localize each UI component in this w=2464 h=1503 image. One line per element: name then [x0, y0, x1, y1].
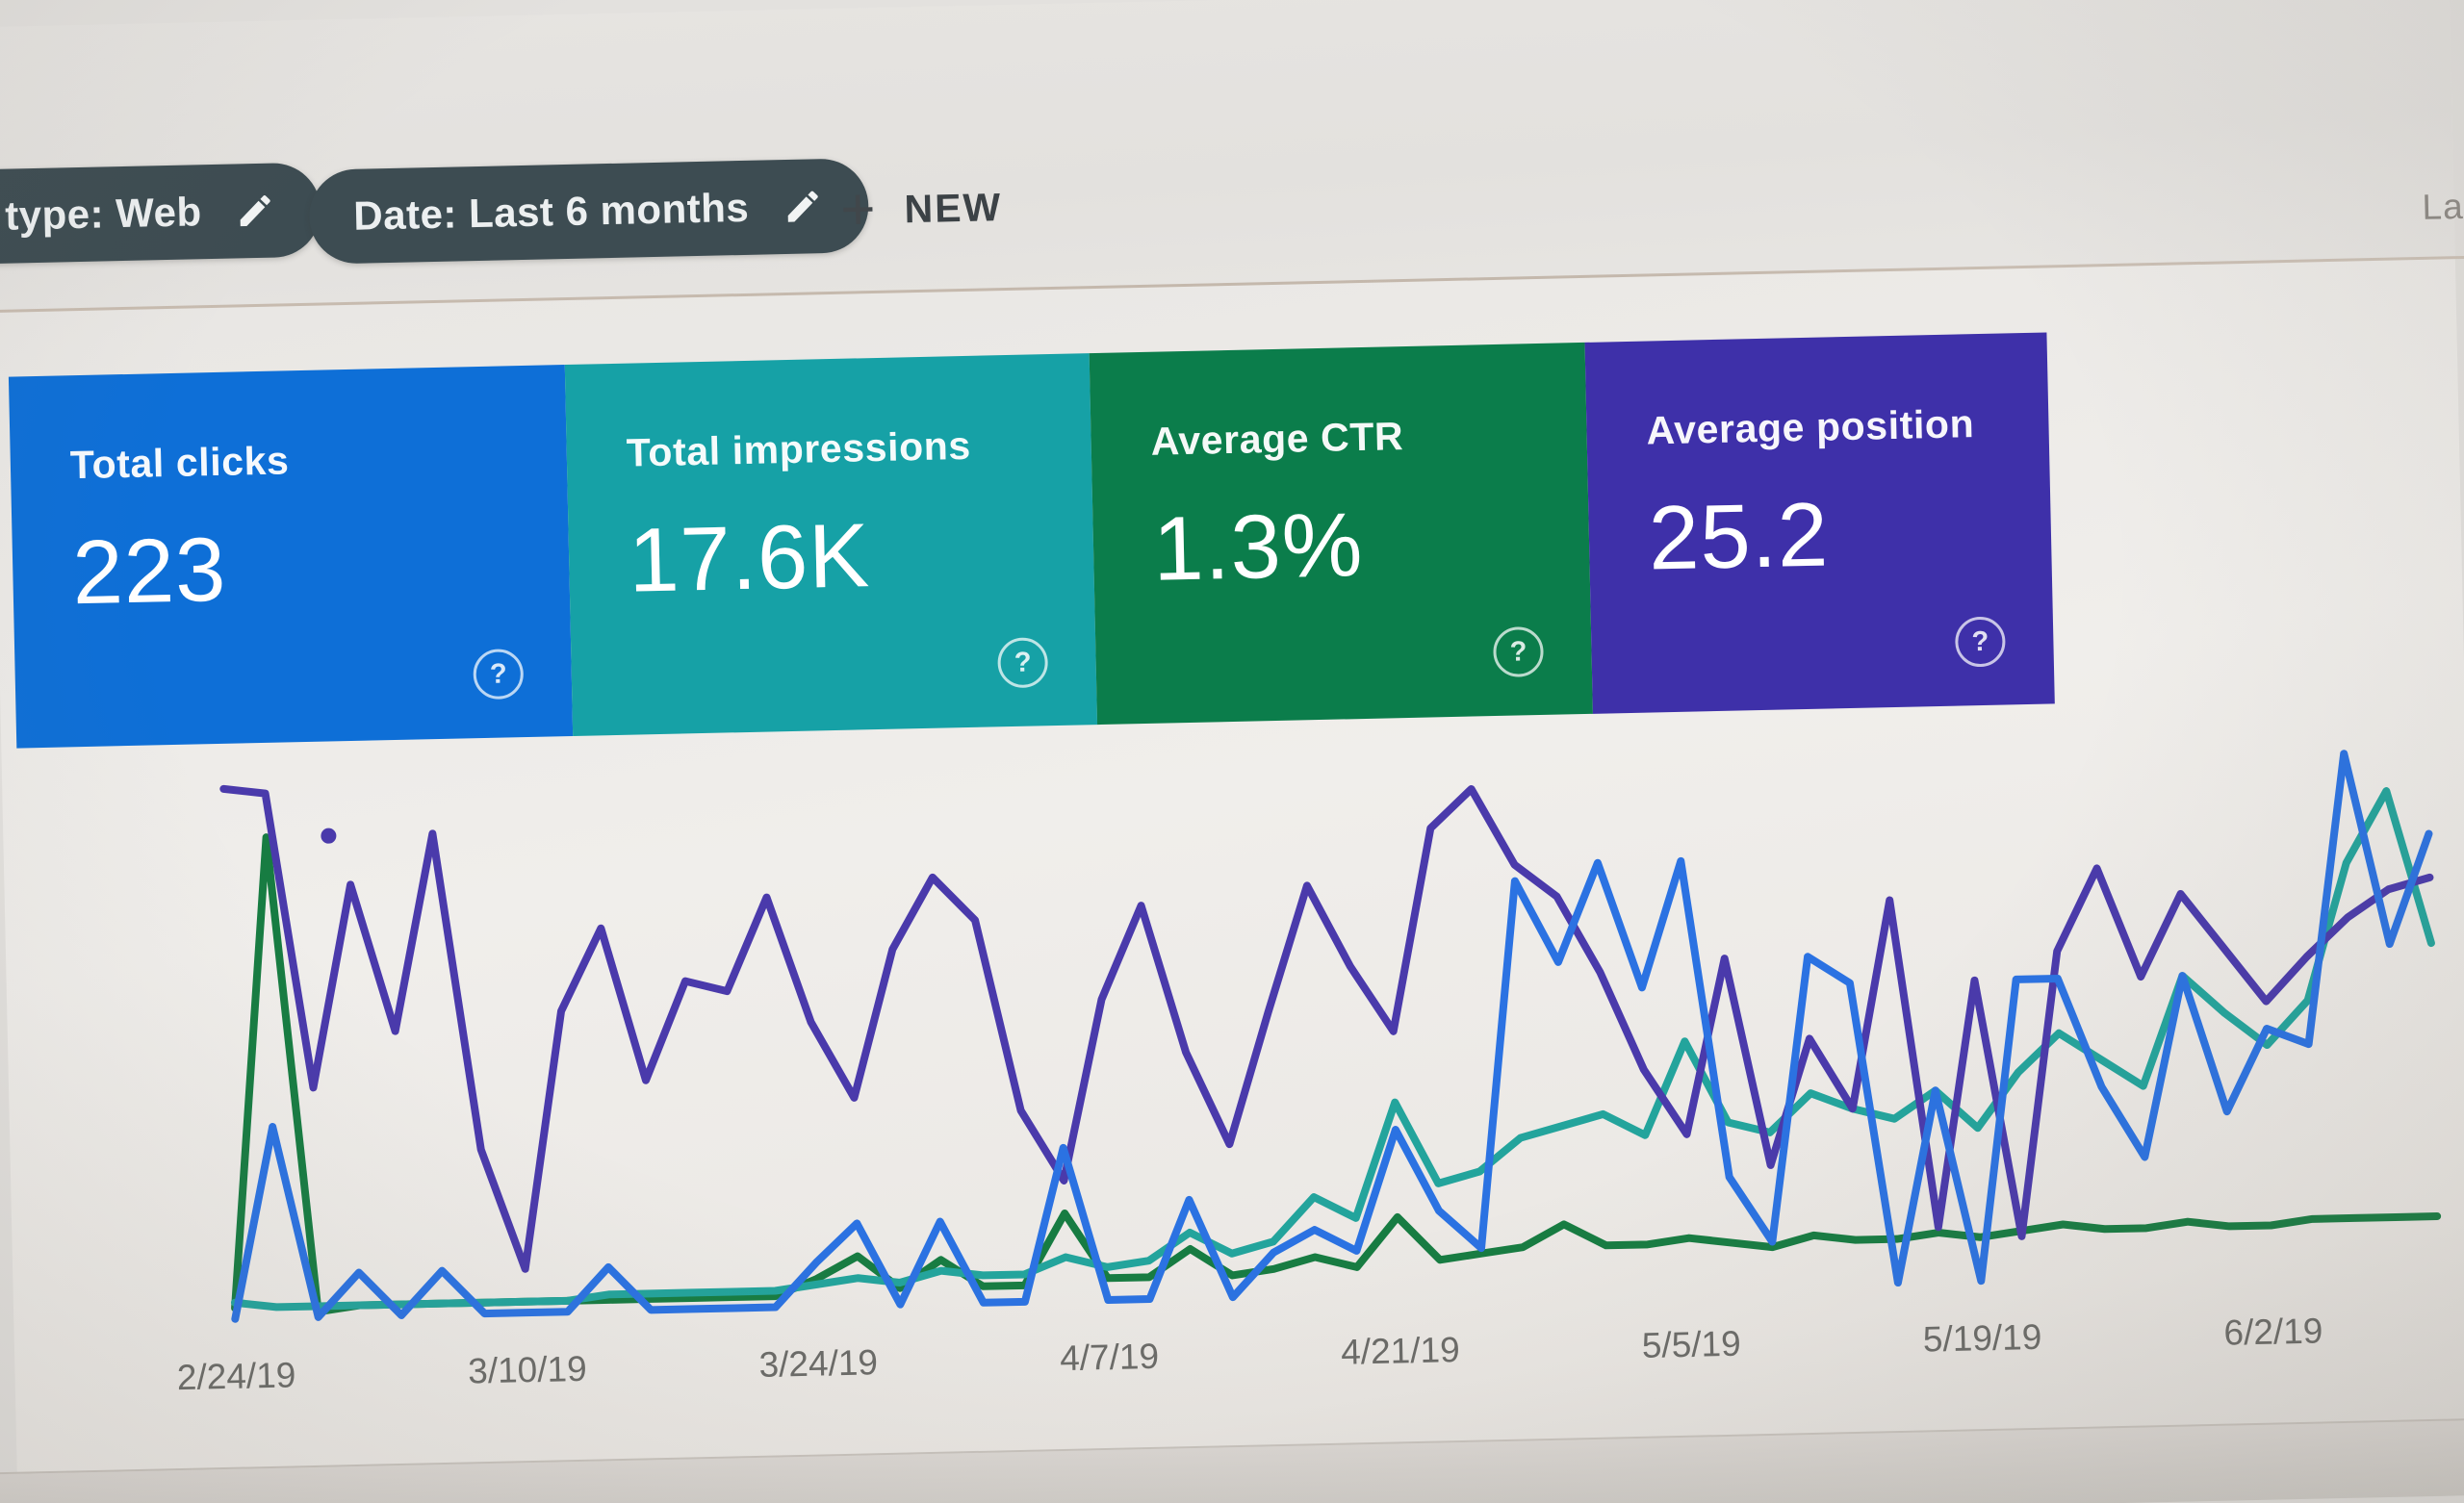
x-axis-tick-label: 5/19/19 — [1922, 1317, 2041, 1360]
x-axis-tick-label: 4/21/19 — [1341, 1330, 1460, 1372]
chart-series-position — [219, 784, 2434, 1273]
total-clicks-card[interactable]: Total clicks 223 ? — [8, 365, 574, 749]
help-icon[interactable]: ? — [1492, 625, 1545, 678]
header-divider — [0, 254, 2464, 314]
card-label: Total clicks — [69, 438, 290, 488]
card-value: 223 — [71, 518, 228, 624]
filter-bar: type: Web Date: Last 6 months + NEW La — [0, 0, 2464, 314]
x-axis-tick-label: 4/7/19 — [1060, 1337, 1160, 1378]
help-icon[interactable]: ? — [473, 649, 525, 701]
search-type-chip[interactable]: type: Web — [0, 162, 322, 266]
date-range-chip-label: Date: Last 6 months — [352, 184, 750, 239]
edit-pencil-icon[interactable] — [782, 185, 825, 228]
x-axis-tick-label: 5/5/19 — [1641, 1324, 1741, 1365]
card-value: 25.2 — [1647, 483, 1831, 589]
metric-cards: Total clicks 223 ? Total impressions 17.… — [8, 332, 2055, 749]
x-axis-tick-label: 3/10/19 — [468, 1349, 587, 1391]
chart-series-impressions — [230, 787, 2435, 1312]
average-position-card[interactable]: Average position 25.2 ? — [1584, 332, 2055, 714]
card-label: Average CTR — [1150, 414, 1404, 464]
chart-series-ctr — [231, 833, 2442, 1316]
help-icon[interactable]: ? — [1954, 616, 2006, 668]
x-axis-tick-label: 6/2/19 — [2223, 1311, 2323, 1352]
performance-chart[interactable]: 2/24/19 3/10/19 3/24/19 4/7/19 4/21/19 5/5/19… — [1, 697, 2464, 1463]
search-type-chip-label: type: Web — [4, 189, 203, 239]
card-label: Total impressions — [626, 422, 972, 475]
x-axis-tick-label: 3/24/19 — [758, 1342, 878, 1385]
plus-icon: + — [839, 175, 877, 243]
last-updated-partial-text: La — [2422, 186, 2464, 227]
card-label: Average position — [1646, 401, 1975, 453]
average-ctr-card[interactable]: Average CTR 1.3% ? — [1089, 342, 1593, 726]
card-value: 1.3% — [1151, 494, 1365, 599]
x-axis-tick-label: 2/24/19 — [176, 1355, 295, 1397]
chart-isolated-point-position — [321, 828, 337, 844]
help-icon[interactable]: ? — [997, 637, 1049, 689]
card-value: 17.6K — [628, 504, 871, 611]
new-filter-button[interactable]: + NEW — [839, 161, 1003, 257]
new-filter-label: NEW — [904, 184, 1003, 231]
edit-pencil-icon[interactable] — [234, 190, 277, 233]
total-impressions-card[interactable]: Total impressions 17.6K ? — [564, 353, 1098, 736]
performance-chart-svg: 2/24/19 3/10/19 3/24/19 4/7/19 4/21/19 5/5/19… — [176, 750, 2442, 1397]
date-range-chip[interactable]: Date: Last 6 months — [308, 158, 870, 265]
chart-series-clicks — [231, 750, 2433, 1323]
